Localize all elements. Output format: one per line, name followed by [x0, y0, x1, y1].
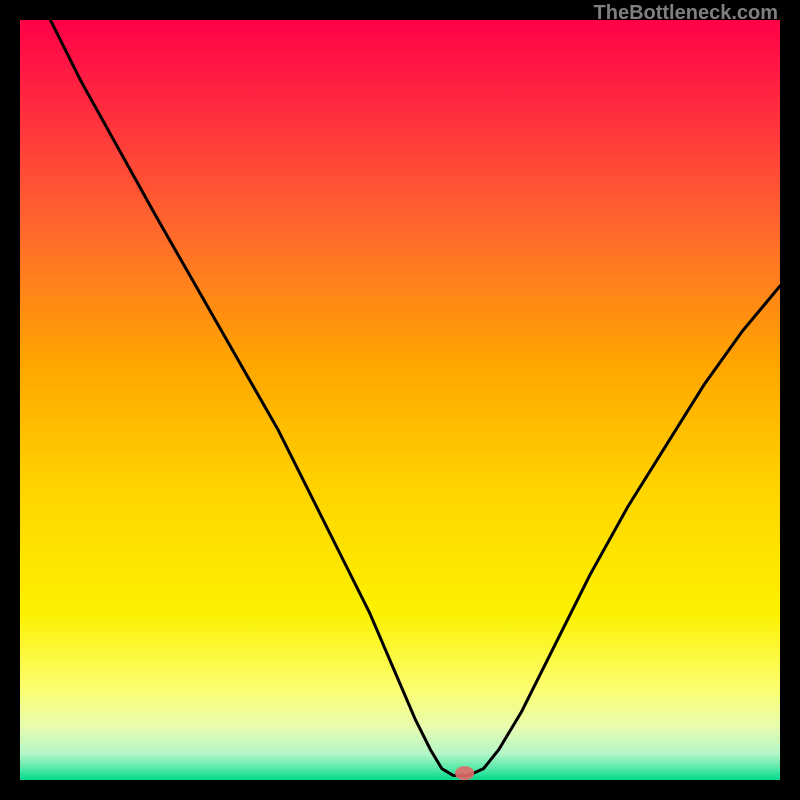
watermark-text: TheBottleneck.com [594, 2, 778, 25]
bottleneck-curve [50, 20, 780, 775]
plot-area [20, 20, 780, 780]
curve-layer [20, 20, 780, 780]
optimum-marker [455, 766, 475, 780]
chart-frame: TheBottleneck.com [0, 0, 800, 800]
